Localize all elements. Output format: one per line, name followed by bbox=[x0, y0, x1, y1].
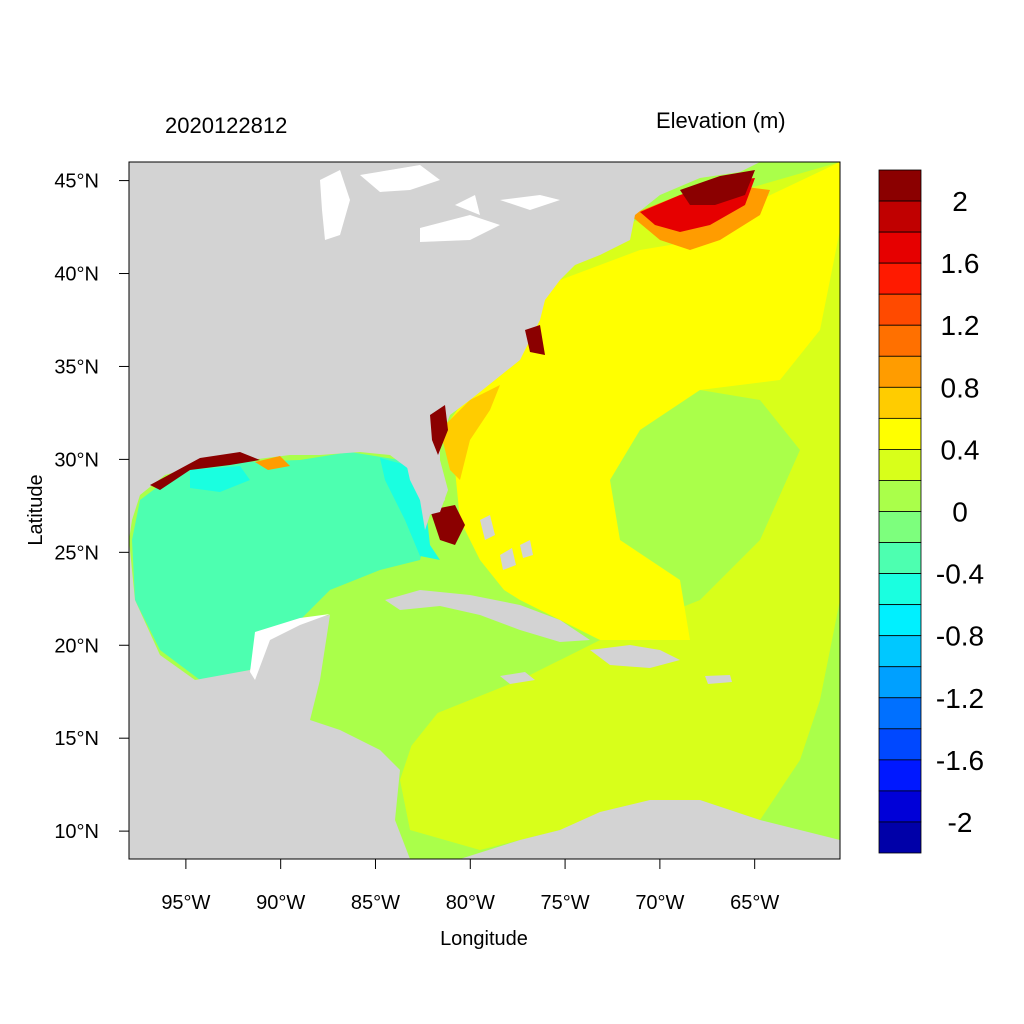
gulf-of-mexico-field bbox=[132, 452, 425, 680]
puerto-rico-land bbox=[705, 675, 732, 684]
colorbar-label: 1.2 bbox=[941, 310, 980, 341]
colorbar-label: 2 bbox=[952, 186, 968, 217]
colorbar-segment bbox=[878, 386, 922, 419]
y-tick-label: 35°N bbox=[54, 356, 99, 378]
georgia-coast-surge bbox=[440, 385, 500, 480]
yucatan-coast bbox=[250, 614, 330, 680]
great-lakes bbox=[320, 165, 560, 242]
louisiana-coast-surge bbox=[255, 456, 290, 470]
colorbar-segment bbox=[878, 200, 922, 233]
colorbar-segment bbox=[878, 231, 922, 264]
x-tick-label: 65°W bbox=[730, 892, 779, 914]
colorbar-label: -2 bbox=[948, 807, 973, 838]
florida-west-negative bbox=[380, 458, 440, 560]
colorbar-label: 0.8 bbox=[941, 372, 980, 403]
colorbar-segment bbox=[878, 728, 922, 761]
y-tick-label: 40°N bbox=[54, 264, 99, 286]
y-tick-label: 25°N bbox=[54, 542, 99, 564]
east-coast-surge-speckle bbox=[430, 325, 545, 455]
colorbar-segment bbox=[878, 511, 922, 543]
colorbar-label: 0 bbox=[952, 497, 968, 528]
colorbar: 2 1.6 1.2 0.8 0.4 0 -0.4 -0.8 -1.2 -1.6 -2 bbox=[878, 169, 984, 854]
jamaica-land bbox=[500, 672, 535, 684]
colorbar-label: 0.4 bbox=[941, 434, 980, 465]
y-axis-ticks: 45°N 40°N 35°N 30°N 25°N 20°N 15°N 10°N bbox=[54, 171, 129, 843]
colorbar-label: 1.6 bbox=[941, 248, 980, 279]
florida-land bbox=[405, 458, 448, 515]
gulf-coast-surge-speckle bbox=[150, 452, 260, 490]
hispaniola-land bbox=[590, 645, 680, 668]
south-florida-surge bbox=[430, 505, 465, 545]
north-america-land bbox=[129, 162, 760, 540]
central-america-land bbox=[129, 540, 410, 859]
cuba-land bbox=[385, 590, 590, 642]
colorbar-segment bbox=[878, 635, 922, 668]
colorbar-segment bbox=[878, 759, 922, 792]
colorbar-segment bbox=[878, 262, 922, 295]
x-axis-ticks: 95°W 90°W 85°W 80°W 75°W 70°W 65°W bbox=[161, 859, 779, 914]
south-america-land bbox=[460, 800, 840, 859]
colorbar-segment bbox=[878, 417, 922, 450]
colorbar-label: -1.2 bbox=[936, 683, 984, 714]
x-tick-label: 90°W bbox=[256, 892, 305, 914]
colorbar-segment bbox=[878, 790, 922, 823]
y-tick-label: 30°N bbox=[54, 449, 99, 471]
y-tick-label: 45°N bbox=[54, 171, 99, 193]
colorbar-segment bbox=[878, 480, 922, 512]
gulf-negative-patch bbox=[190, 466, 250, 492]
map-panel bbox=[128, 161, 841, 860]
y-axis-label: Latitude bbox=[25, 474, 47, 545]
x-tick-label: 85°W bbox=[351, 892, 400, 914]
colorbar-segment bbox=[878, 293, 922, 326]
y-tick-label: 15°N bbox=[54, 728, 99, 750]
x-tick-label: 70°W bbox=[635, 892, 684, 914]
colorbar-label: -1.6 bbox=[936, 745, 984, 776]
x-tick-label: 75°W bbox=[541, 892, 590, 914]
map-frame bbox=[128, 161, 841, 860]
colorbar-segment bbox=[878, 573, 922, 606]
x-axis-label: Longitude bbox=[440, 928, 528, 950]
colorbar-segment bbox=[878, 542, 922, 574]
colorbar-segment bbox=[878, 821, 922, 854]
colorbar-segment bbox=[878, 324, 922, 357]
gulf-of-maine-surge-max bbox=[680, 170, 755, 205]
colorbar-label: -0.8 bbox=[936, 621, 984, 652]
colorbar-segment bbox=[878, 355, 922, 388]
colorbar-segment bbox=[878, 666, 922, 699]
y-tick-label: 10°N bbox=[54, 821, 99, 843]
x-tick-label: 80°W bbox=[446, 892, 495, 914]
date-label: 2020122812 bbox=[165, 113, 287, 138]
colorbar-segment bbox=[878, 449, 922, 481]
colorbar-segment bbox=[878, 604, 922, 637]
variable-label: Elevation (m) bbox=[656, 108, 786, 133]
colorbar-label: -0.4 bbox=[936, 559, 984, 590]
x-tick-label: 95°W bbox=[161, 892, 210, 914]
bahamas-islands bbox=[480, 515, 533, 570]
colorbar-segment bbox=[878, 169, 922, 202]
atlantic-yellow-zone bbox=[450, 162, 840, 640]
y-tick-label: 20°N bbox=[54, 635, 99, 657]
colorbar-segment bbox=[878, 697, 922, 730]
